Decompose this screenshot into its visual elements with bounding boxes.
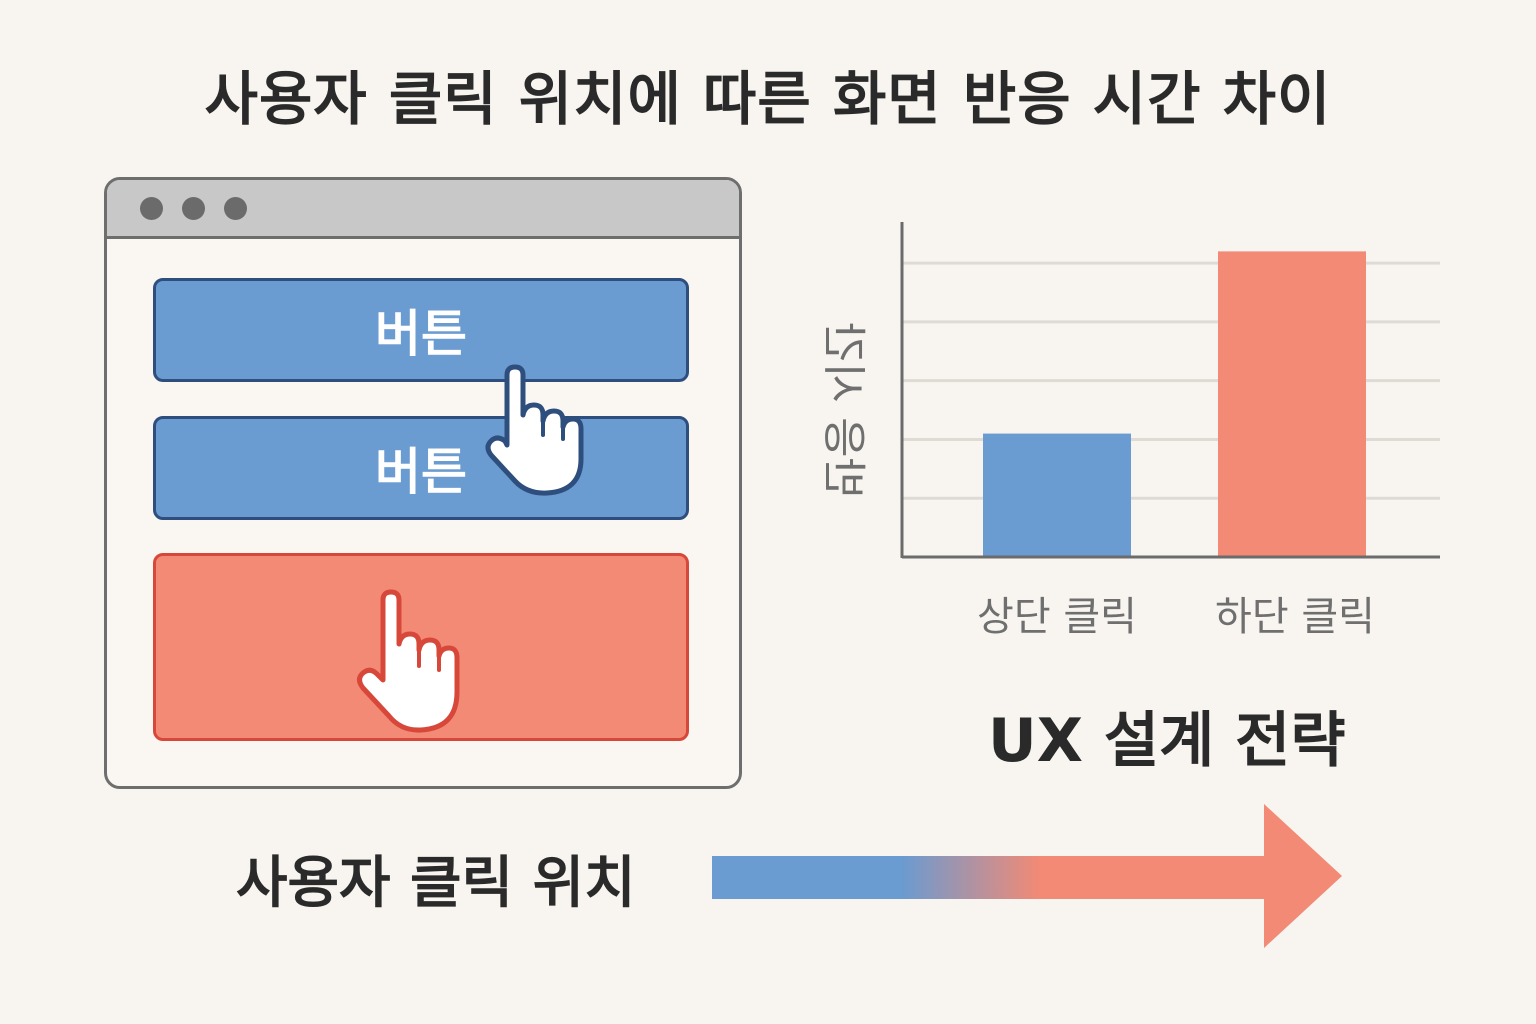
middle-button[interactable]: 버튼 [153,416,689,520]
click-location-label: 사용자 클릭 위치 [236,851,636,916]
x-category-label-bottom-click: 하단 클릭 [1215,594,1375,640]
window-dot-icon [182,197,205,220]
top-button[interactable]: 버튼 [153,278,689,382]
window-dot-icon [140,197,163,220]
hand-pointer-icon [357,589,460,733]
hand-pointer-icon [485,364,584,496]
browser-titlebar [107,180,739,239]
browser-window-mockup: 버튼 버튼 [104,177,742,789]
response-time-bar-chart [900,222,1440,559]
main-title: 사용자 클릭 위치에 따른 화면 반응 시간 차이 [204,65,1332,133]
chart-y-axis-label: 반응 시간 [818,322,869,498]
window-dot-icon [224,197,247,220]
chart-bar [983,433,1131,557]
gradient-arrow-icon [712,804,1342,948]
x-category-label-top-click: 상단 클릭 [977,594,1137,640]
middle-button-label: 버튼 [375,443,467,501]
top-button-label: 버튼 [375,305,467,363]
ux-strategy-title: UX 설계 전략 [988,706,1346,776]
chart-bar [1218,251,1366,557]
